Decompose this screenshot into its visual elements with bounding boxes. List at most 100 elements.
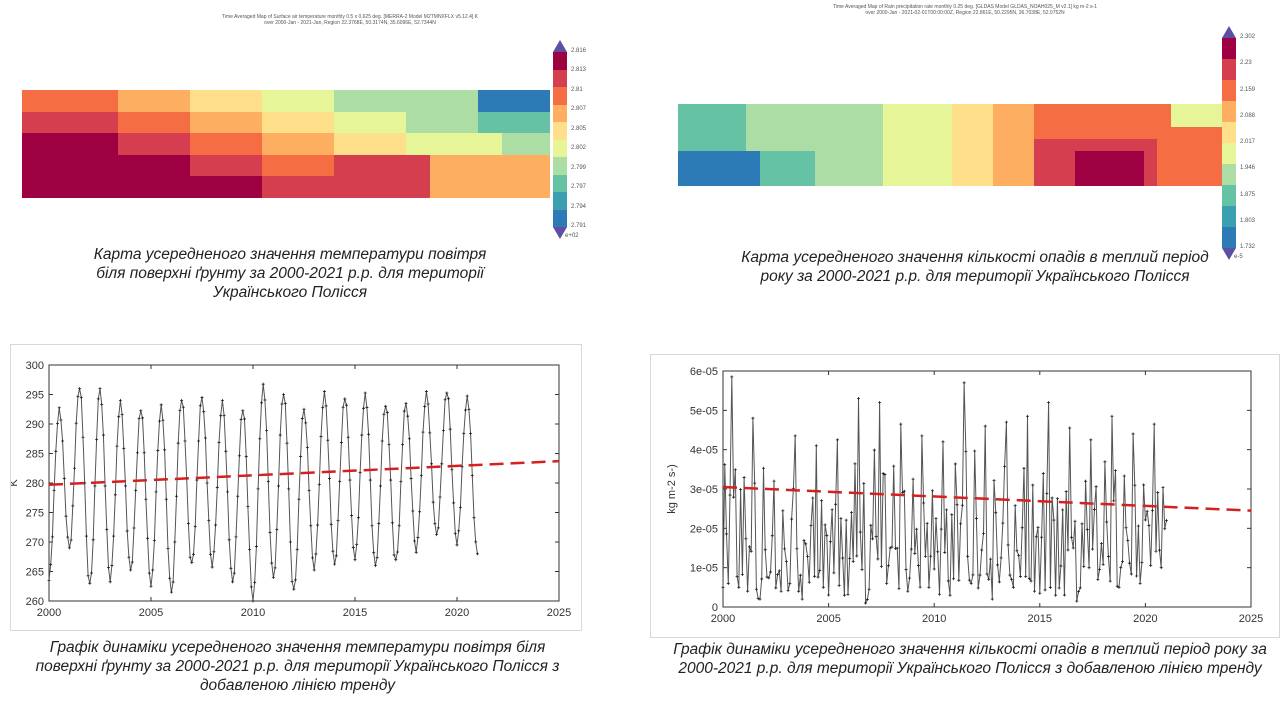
data-point: [802, 539, 806, 543]
heatmap-cell: [787, 104, 802, 116]
data-point: [275, 527, 279, 531]
heatmap-cell: [1075, 139, 1089, 151]
data-point: [147, 571, 151, 575]
data-point: [180, 398, 184, 402]
heatmap-cell: [787, 115, 802, 128]
data-point: [469, 432, 473, 436]
data-point: [976, 586, 980, 590]
heatmap-cell: [842, 104, 857, 116]
heatmap-cell: [1102, 115, 1117, 128]
data-point: [811, 496, 815, 500]
map2-title: Time Averaged Map of Rain precipitation …: [832, 4, 1098, 16]
data-point: [309, 524, 313, 528]
data-point: [839, 516, 843, 520]
heatmap-cell: [719, 139, 733, 151]
heatmap-cell: [869, 174, 884, 186]
data-point: [902, 489, 906, 493]
data-point: [358, 471, 362, 475]
data-point: [297, 497, 301, 501]
heatmap-cell: [897, 162, 911, 175]
data-point: [858, 530, 862, 534]
data-point: [423, 404, 427, 408]
data-point: [1064, 490, 1068, 494]
data-point: [178, 408, 182, 412]
heatmap-cell: [358, 90, 382, 112]
heatmap-cell: [94, 90, 118, 112]
data-point: [69, 538, 73, 542]
data-point: [426, 402, 430, 406]
data-point: [844, 518, 848, 522]
data-point: [1128, 561, 1132, 565]
data-point: [1142, 483, 1146, 487]
data-point: [467, 407, 471, 411]
heatmap-cell: [842, 127, 857, 140]
data-point: [908, 576, 912, 580]
data-point: [934, 516, 938, 520]
heatmap-cell: [358, 154, 382, 177]
heatmap-cell: [1157, 115, 1172, 128]
heatmap-cell: [1212, 127, 1226, 140]
heatmap-cell: [238, 111, 262, 134]
heatmap-cell: [1198, 127, 1213, 140]
data-point: [110, 564, 114, 568]
data-point: [763, 548, 767, 552]
heatmap-cell: [454, 176, 478, 198]
heatmap-cell: [883, 139, 898, 151]
data-point: [186, 522, 190, 526]
colorbar-max-arrow: [553, 40, 567, 52]
colorbar-tick: 2.805: [571, 125, 587, 132]
heatmap-cell: [814, 150, 829, 163]
colorbar-unit: e+02: [565, 233, 579, 239]
heatmap-cell: [814, 174, 829, 186]
data-point: [431, 500, 435, 504]
data-point: [937, 592, 941, 596]
heatmap-cell: [478, 111, 502, 134]
data-point: [198, 404, 202, 408]
data-point: [827, 593, 831, 597]
heatmap-cell: [678, 127, 692, 140]
data-point: [728, 493, 732, 497]
heatmap-cell: [1171, 127, 1185, 140]
data-point: [901, 491, 905, 495]
data-point: [134, 488, 138, 492]
colorbar-cell: [1222, 227, 1236, 248]
heatmap-cell: [760, 162, 774, 175]
heatmap-cell: [1116, 104, 1131, 116]
data-point: [241, 409, 245, 413]
heatmap-cell: [1047, 139, 1062, 151]
heatmap-cell: [938, 174, 952, 186]
heatmap-cell: [1143, 127, 1158, 140]
heatmap-cell: [262, 111, 286, 134]
heatmap-cell: [1061, 174, 1076, 186]
data-point: [175, 494, 178, 498]
data-point: [960, 503, 964, 507]
heatmap-cell: [910, 174, 925, 186]
colorbar-cell: [1222, 80, 1236, 101]
heatmap-cell: [454, 90, 478, 112]
data-point: [62, 477, 66, 481]
data-point: [876, 557, 880, 561]
heatmap-cell: [1171, 174, 1185, 186]
data-point: [93, 484, 97, 488]
data-point: [326, 438, 330, 442]
data-point: [1029, 579, 1033, 583]
data-point: [435, 533, 439, 537]
data-point: [214, 523, 218, 527]
heatmap-cell: [924, 127, 939, 140]
colorbar-tick: 2.802: [571, 145, 587, 152]
x-tick-label: 2000: [711, 613, 735, 625]
chart1-caption: Графік динаміки усередненого значення те…: [35, 639, 560, 694]
heatmap-cell: [1102, 127, 1117, 140]
data-point: [1008, 573, 1012, 577]
data-point: [112, 534, 116, 538]
x-tick-label: 2005: [139, 607, 163, 619]
data-point: [1080, 522, 1084, 526]
heatmap-cell: [760, 115, 774, 128]
heatmap-cell: [773, 127, 788, 140]
data-point: [127, 555, 131, 559]
heatmap-cell: [382, 176, 406, 198]
heatmap-cell: [801, 150, 815, 163]
data-point: [464, 408, 467, 412]
data-point: [955, 503, 959, 507]
data-point: [396, 550, 399, 554]
